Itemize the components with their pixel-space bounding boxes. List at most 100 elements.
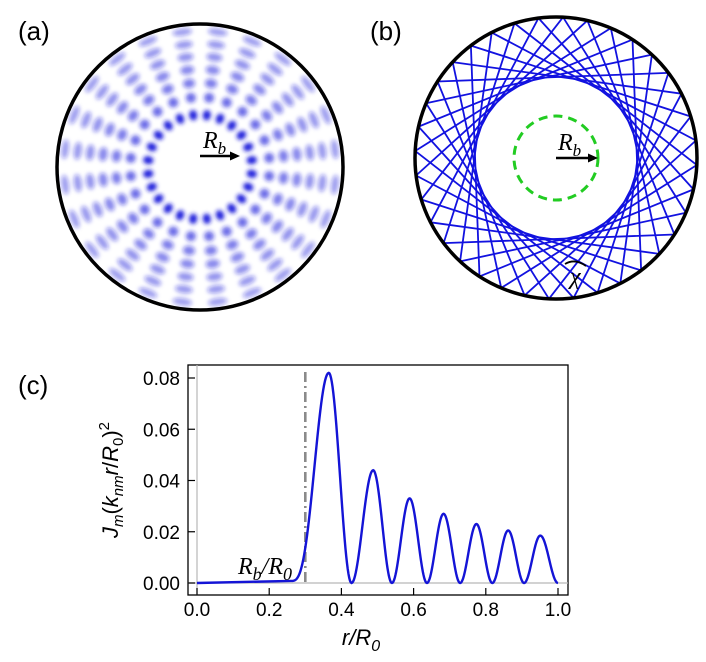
mode-lobe: [144, 48, 162, 59]
ray-segment: [430, 221, 660, 255]
mode-lobe: [152, 106, 163, 117]
mode-lobe: [139, 119, 150, 130]
mode-lobe: [111, 149, 122, 163]
mode-lobe: [271, 101, 284, 114]
mode-lobe: [260, 73, 275, 86]
mode-lobe: [134, 238, 147, 251]
panel-a: (a) Rb: [18, 16, 345, 312]
mode-lobe: [175, 40, 193, 49]
mode-lobe: [125, 248, 140, 261]
mode-lobe: [117, 193, 128, 206]
mode-lobe: [234, 59, 250, 70]
mode-lobe: [69, 209, 80, 229]
mode-lobe: [206, 52, 223, 62]
mode-lobe: [227, 203, 237, 214]
mode-lobe: [230, 252, 245, 263]
mode-lobe: [221, 97, 232, 108]
mode-lobe: [146, 142, 157, 152]
mode-lobe: [207, 40, 225, 49]
mode-lobe: [207, 285, 225, 294]
mode-lobe: [242, 287, 262, 298]
mode-lobe: [143, 94, 155, 106]
ray-segment: [442, 22, 516, 244]
mode-lobe: [297, 201, 308, 217]
panel-c-label: (c): [18, 370, 48, 400]
mode-lobe: [81, 205, 92, 223]
ray-segment: [548, 115, 692, 300]
mode-lobe: [308, 111, 319, 129]
mode-lobe: [81, 111, 92, 129]
mode-lobe: [163, 120, 173, 131]
mode-lobe: [261, 110, 273, 122]
mode-lobe: [161, 239, 174, 250]
mode-lobe: [85, 241, 99, 258]
mode-lobe: [260, 248, 275, 261]
mode-lobe: [237, 106, 248, 117]
mode-lobe: [308, 205, 319, 223]
ray-segment: [470, 44, 692, 118]
ray-segment: [513, 22, 698, 166]
mode-lobe: [204, 245, 218, 256]
ray-segment: [491, 31, 697, 142]
mode-lobe: [243, 182, 254, 192]
mode-lobe: [146, 182, 157, 192]
mode-lobe: [285, 197, 296, 212]
ray-segment: [500, 164, 698, 289]
mode-lobe: [237, 217, 248, 228]
ray-segment: [479, 188, 694, 278]
ray-segment: [469, 45, 481, 277]
mode-lobe: [150, 264, 166, 275]
mode-lobe: [250, 204, 261, 215]
mode-lobe: [236, 130, 247, 140]
rb-arrow-b: [556, 153, 598, 163]
mode-lobe: [264, 152, 275, 163]
x-tick-label: 0.2: [256, 600, 282, 621]
mode-lobe: [143, 169, 154, 178]
mode-lobe: [73, 174, 82, 192]
mode-lobe: [152, 217, 163, 228]
mode-lobe: [253, 238, 266, 251]
mode-lobe: [204, 78, 218, 89]
x-axis-title: r/R0: [342, 625, 380, 655]
mode-lobe: [116, 220, 129, 233]
mode-lobe: [221, 226, 232, 237]
mode-lobe: [125, 171, 136, 182]
mode-lobe: [204, 231, 215, 242]
mode-lobe: [285, 122, 296, 137]
mode-lobe: [318, 142, 327, 160]
ray-segment: [619, 54, 653, 284]
mode-lobe: [305, 173, 315, 190]
mode-lobe: [301, 241, 315, 258]
mode-lobe: [259, 135, 270, 146]
mode-lobe: [243, 142, 254, 152]
mode-lobe: [271, 220, 284, 233]
ray-segment: [429, 17, 540, 223]
mode-lobe: [330, 139, 339, 159]
ray-segment: [609, 27, 661, 255]
mode-lobe: [180, 259, 195, 269]
ray-segment: [436, 81, 526, 296]
mode-lobe: [109, 52, 126, 66]
mode-pattern: [61, 28, 339, 306]
mode-lobe: [117, 258, 133, 272]
mode-lobe: [208, 28, 228, 37]
mode-lobe: [125, 73, 140, 86]
ray-segment: [420, 16, 564, 201]
mode-lobe: [161, 84, 174, 95]
mode-lobe: [85, 76, 99, 93]
mode-lobe: [155, 71, 170, 82]
panel-c: (c) 0.0 0.2 0.4 0.6 0.8 1.0 0.000.020.040.060…: [18, 364, 571, 655]
mode-lobe: [153, 130, 164, 140]
mode-lobe: [130, 188, 141, 199]
mode-lobe: [180, 65, 195, 75]
ray-segment: [414, 27, 612, 152]
mode-lobe: [143, 228, 155, 240]
mode-lobe: [292, 172, 302, 187]
mode-lobe: [226, 239, 239, 250]
ray-segment: [418, 38, 633, 128]
mode-lobe: [104, 197, 115, 212]
panel-b-label: (b): [370, 16, 402, 46]
mode-lobe: [182, 245, 196, 256]
mode-lobe: [139, 204, 150, 215]
mode-lobe: [281, 92, 294, 107]
